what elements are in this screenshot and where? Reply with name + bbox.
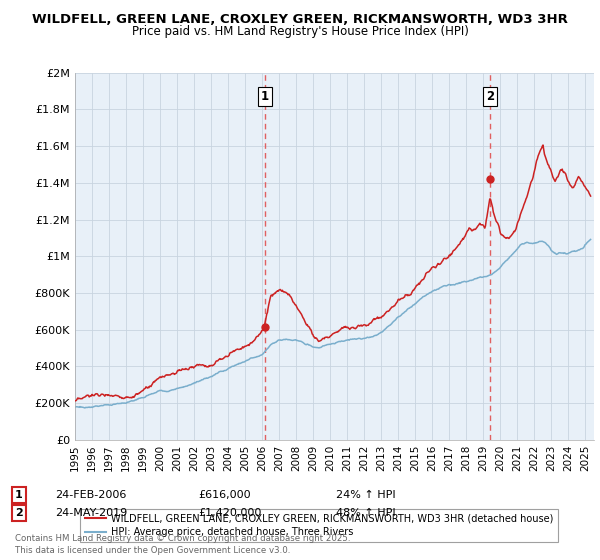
Text: 2: 2 [486, 90, 494, 103]
Text: 24-MAY-2019: 24-MAY-2019 [55, 508, 127, 518]
Text: 1: 1 [15, 490, 23, 500]
Text: 1: 1 [260, 90, 269, 103]
Text: £616,000: £616,000 [198, 490, 251, 500]
Text: 48% ↑ HPI: 48% ↑ HPI [336, 508, 395, 518]
Text: WILDFELL, GREEN LANE, CROXLEY GREEN, RICKMANSWORTH, WD3 3HR: WILDFELL, GREEN LANE, CROXLEY GREEN, RIC… [32, 12, 568, 26]
Text: Price paid vs. HM Land Registry's House Price Index (HPI): Price paid vs. HM Land Registry's House … [131, 25, 469, 38]
Text: 24% ↑ HPI: 24% ↑ HPI [336, 490, 395, 500]
Text: Contains HM Land Registry data © Crown copyright and database right 2025.
This d: Contains HM Land Registry data © Crown c… [15, 534, 350, 555]
Text: £1,420,000: £1,420,000 [198, 508, 262, 518]
Legend: WILDFELL, GREEN LANE, CROXLEY GREEN, RICKMANSWORTH, WD3 3HR (detached house), HP: WILDFELL, GREEN LANE, CROXLEY GREEN, RIC… [80, 508, 558, 542]
Text: 24-FEB-2006: 24-FEB-2006 [55, 490, 127, 500]
Text: 2: 2 [15, 508, 23, 518]
